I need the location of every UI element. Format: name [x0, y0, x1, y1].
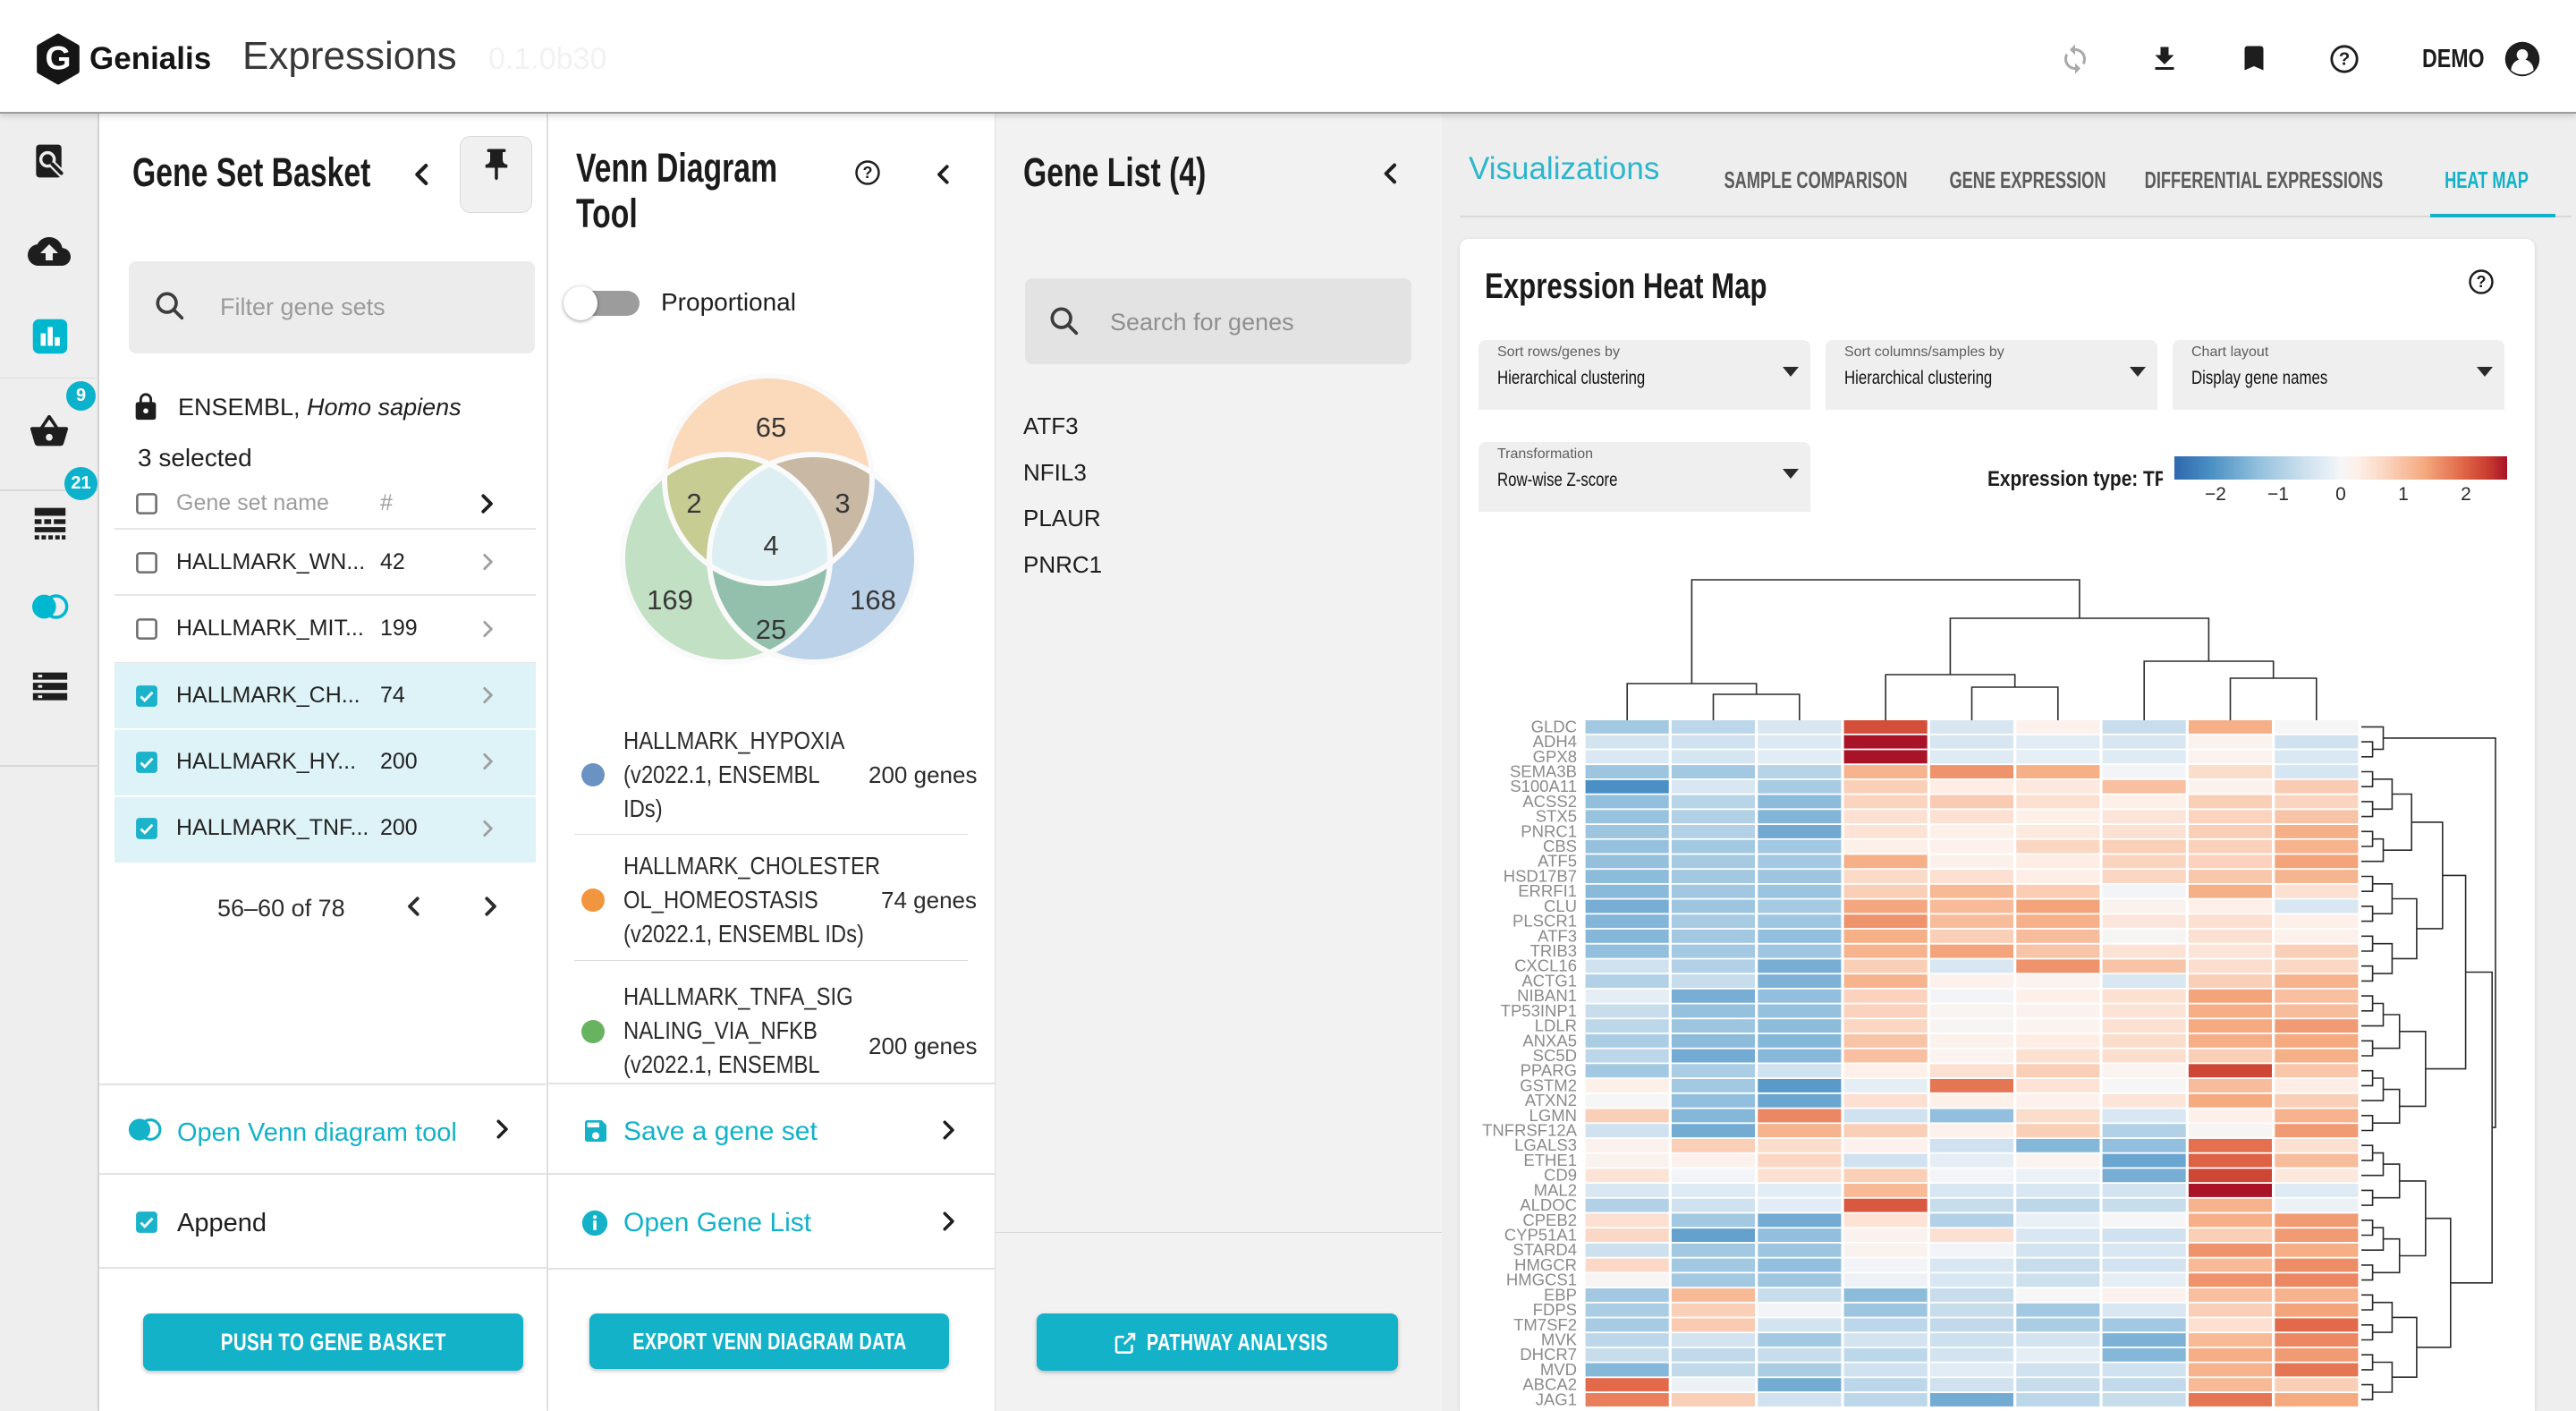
svg-text:ETHE1: ETHE1 — [1523, 1151, 1577, 1169]
svg-text:GLDC: GLDC — [1531, 717, 1577, 735]
svg-text:GPX8: GPX8 — [1533, 747, 1577, 766]
svg-text:LDLR: LDLR — [1535, 1016, 1577, 1035]
svg-text:SEMA3B: SEMA3B — [1510, 762, 1577, 781]
svg-text:CPEB2: CPEB2 — [1522, 1211, 1577, 1229]
svg-text:LGALS3: LGALS3 — [1514, 1135, 1577, 1154]
svg-text:LGMN: LGMN — [1530, 1106, 1577, 1125]
svg-text:PPARG: PPARG — [1521, 1061, 1577, 1080]
svg-text:ACSS2: ACSS2 — [1522, 792, 1577, 811]
svg-text:HMGCS1: HMGCS1 — [1506, 1271, 1577, 1289]
svg-text:STX5: STX5 — [1536, 807, 1577, 826]
svg-text:STARD4: STARD4 — [1513, 1240, 1577, 1259]
svg-text:65: 65 — [756, 412, 786, 443]
svg-text:ATF5: ATF5 — [1538, 852, 1577, 871]
svg-text:ACTG1: ACTG1 — [1521, 971, 1577, 990]
svg-text:G: G — [46, 38, 72, 76]
svg-text:PLSCR1: PLSCR1 — [1513, 912, 1577, 931]
svg-text:?: ? — [2339, 49, 2351, 70]
svg-text:25: 25 — [756, 614, 786, 645]
svg-text:TP53INP1: TP53INP1 — [1501, 1001, 1577, 1020]
svg-text:CD9: CD9 — [1544, 1166, 1577, 1185]
svg-text:S100A11: S100A11 — [1510, 777, 1577, 795]
svg-text:ATXN2: ATXN2 — [1525, 1091, 1577, 1109]
svg-text:169: 169 — [647, 584, 693, 616]
svg-text:TM7SF2: TM7SF2 — [1513, 1315, 1577, 1334]
svg-text:HMGCR: HMGCR — [1514, 1255, 1577, 1274]
svg-text:2: 2 — [686, 488, 701, 519]
svg-text:CYP51A1: CYP51A1 — [1504, 1226, 1577, 1245]
svg-text:ATF3: ATF3 — [1538, 926, 1577, 945]
svg-text:MAL2: MAL2 — [1534, 1180, 1577, 1199]
svg-text:EBP: EBP — [1544, 1285, 1577, 1304]
svg-text:SC5D: SC5D — [1533, 1046, 1577, 1065]
svg-text:CLU: CLU — [1544, 897, 1577, 915]
svg-text:DHCR7: DHCR7 — [1520, 1345, 1577, 1364]
svg-text:?: ? — [862, 164, 872, 182]
svg-text:ADH4: ADH4 — [1533, 732, 1577, 751]
svg-text:MVK: MVK — [1541, 1330, 1578, 1349]
svg-text:4: 4 — [763, 530, 778, 561]
svg-text:GSTM2: GSTM2 — [1520, 1075, 1577, 1094]
svg-text:ERRFI1: ERRFI1 — [1518, 881, 1577, 900]
svg-text:ABCA2: ABCA2 — [1522, 1375, 1577, 1394]
svg-text:CBS: CBS — [1543, 837, 1577, 855]
svg-text:HSD17B7: HSD17B7 — [1504, 867, 1577, 886]
svg-text:?: ? — [2476, 273, 2486, 291]
svg-text:CXCL16: CXCL16 — [1514, 956, 1577, 975]
svg-text:JAG1: JAG1 — [1536, 1390, 1577, 1408]
svg-text:NIBAN1: NIBAN1 — [1517, 986, 1577, 1005]
svg-text:168: 168 — [850, 584, 896, 616]
svg-text:TNFRSF12A: TNFRSF12A — [1482, 1121, 1578, 1140]
svg-text:PNRC1: PNRC1 — [1521, 821, 1577, 840]
svg-text:ALDOC: ALDOC — [1520, 1195, 1577, 1214]
svg-text:3: 3 — [835, 488, 850, 519]
svg-text:MVD: MVD — [1540, 1360, 1577, 1379]
svg-text:ANXA5: ANXA5 — [1522, 1031, 1577, 1050]
svg-text:FDPS: FDPS — [1533, 1300, 1577, 1319]
svg-text:TRIB3: TRIB3 — [1530, 941, 1577, 960]
